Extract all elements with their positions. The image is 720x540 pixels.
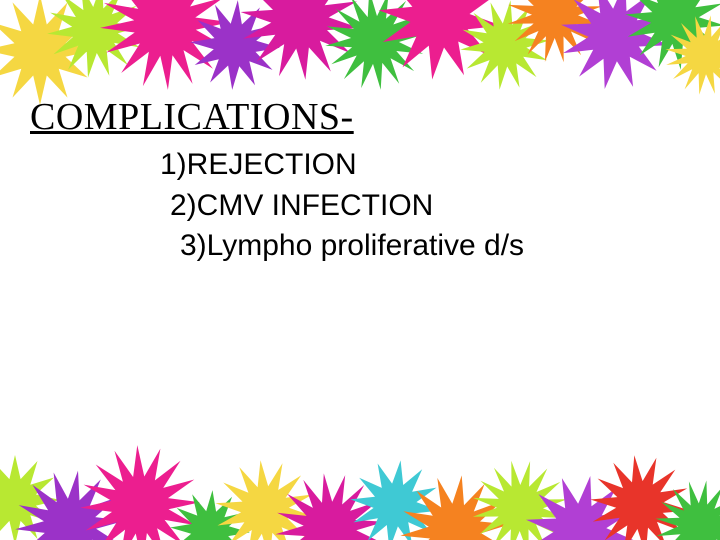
starburst-icon [241,0,360,80]
complications-list: 1)REJECTION 2)CMV INFECTION 3)Lympho pro… [30,145,524,267]
list-item-2: 2)CMV INFECTION [170,186,524,227]
list-item-1: 1)REJECTION [160,145,524,186]
list-item-3: 3)Lympho proliferative d/s [180,226,524,267]
slide-content: COMPLICATIONS- 1)REJECTION 2)CMV INFECTI… [30,95,524,267]
decorative-starbursts [0,0,720,540]
heading-complications: COMPLICATIONS- [30,95,524,139]
